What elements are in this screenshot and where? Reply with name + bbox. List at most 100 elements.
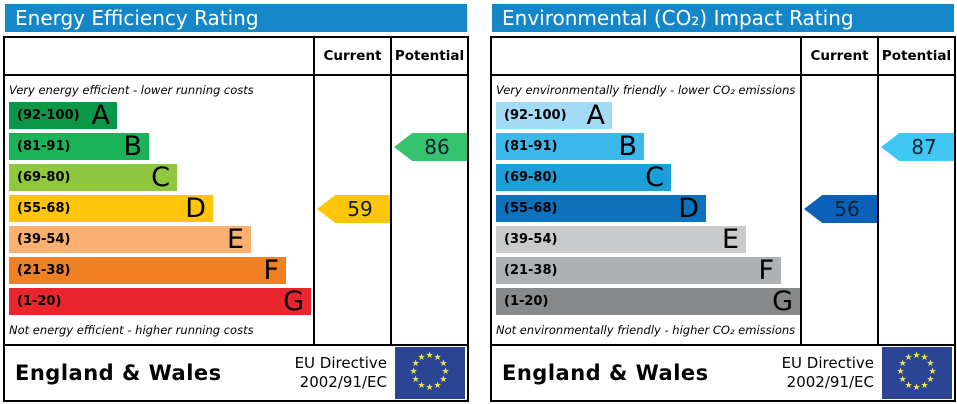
current-column: 56	[800, 76, 877, 344]
header-spacer	[5, 38, 313, 74]
current-rating-arrow: 59	[317, 195, 390, 223]
eu-star-icon: ★	[926, 375, 935, 385]
band-row-c: (69-80) C	[9, 164, 313, 195]
eu-star-icon: ★	[411, 375, 420, 385]
co2-rating-table: Current Potential Very environmentally f…	[490, 36, 956, 402]
band-letter: C	[645, 162, 664, 193]
eu-directive-label: EU Directive 2002/91/EC	[781, 354, 874, 391]
band-range-label: (55-68)	[504, 201, 558, 216]
eu-star-icon: ★	[439, 375, 448, 385]
eu-star-icon: ★	[439, 359, 448, 369]
bands-area: Very environmentally friendly - lower CO…	[492, 76, 800, 344]
page-title: Environmental (CO₂) Impact Rating	[492, 4, 954, 32]
band-row-g: (1-20) G	[9, 288, 313, 319]
current-rating-value: 56	[834, 197, 860, 221]
band-letter: G	[283, 286, 304, 317]
eu-star-icon: ★	[425, 383, 434, 393]
current-rating-arrow: 56	[804, 195, 877, 223]
potential-rating-arrow: 86	[394, 133, 467, 161]
header-spacer	[492, 38, 800, 74]
band-row-d: (55-68) D	[496, 195, 800, 226]
potential-rating-value: 86	[424, 135, 450, 159]
band-letter: G	[772, 286, 793, 317]
band-letter: C	[151, 162, 170, 193]
band-range-label: (55-68)	[17, 201, 71, 216]
band-letter: E	[721, 224, 739, 255]
band-row-f: (21-38) F	[9, 257, 313, 288]
eu-star-icon: ★	[433, 380, 442, 391]
eu-star-icon: ★	[898, 375, 907, 385]
band-b-bar: (81-91) B	[496, 133, 644, 160]
eu-star-icon: ★	[912, 351, 921, 361]
eu-star-icon: ★	[912, 383, 921, 393]
band-b-bar: (81-91) B	[9, 133, 149, 160]
potential-column-header: Potential	[390, 38, 467, 74]
band-letter: F	[758, 255, 774, 286]
table-footer: England & Wales EU Directive 2002/91/EC …	[5, 344, 467, 400]
energy-rating-table: Current Potential Very energy efficient …	[3, 36, 469, 402]
band-range-label: (69-80)	[504, 170, 558, 185]
band-range-label: (69-80)	[17, 170, 71, 185]
potential-column: 86	[390, 76, 467, 344]
band-a-bar: (92-100) A	[496, 102, 612, 129]
band-range-label: (81-91)	[504, 139, 558, 154]
potential-column: 87	[877, 76, 954, 344]
eu-star-icon: ★	[904, 353, 913, 364]
potential-column-header: Potential	[877, 38, 954, 74]
band-g-bar: (1-20) G	[9, 288, 311, 315]
band-letter: D	[678, 193, 699, 224]
band-f-bar: (21-38) F	[496, 257, 781, 284]
environmental-impact-panel: Environmental (CO₂) Impact Rating Curren…	[490, 4, 956, 402]
current-column-header: Current	[313, 38, 390, 74]
band-d-bar: (55-68) D	[9, 195, 213, 222]
eu-star-icon: ★	[898, 359, 907, 369]
eu-star-icon: ★	[441, 367, 450, 377]
band-c-bar: (69-80) C	[496, 164, 671, 191]
band-row-e: (39-54) E	[496, 226, 800, 257]
band-row-g: (1-20) G	[496, 288, 800, 319]
band-range-label: (92-100)	[504, 108, 567, 123]
band-letter: D	[185, 193, 206, 224]
eu-star-icon: ★	[920, 380, 929, 391]
eu-flag-icon: ★ ★ ★ ★ ★ ★ ★ ★ ★ ★ ★ ★	[395, 347, 465, 399]
region-label: England & Wales	[502, 361, 709, 385]
band-row-a: (92-100) A	[496, 102, 800, 133]
band-range-label: (21-38)	[504, 263, 558, 278]
eu-star-icon: ★	[425, 351, 434, 361]
eu-directive-label: EU Directive 2002/91/EC	[294, 354, 387, 391]
eu-star-icon: ★	[926, 359, 935, 369]
band-row-c: (69-80) C	[496, 164, 800, 195]
band-row-d: (55-68) D	[9, 195, 313, 226]
current-column: 59	[313, 76, 390, 344]
table-body: Very energy efficient - lower running co…	[5, 76, 467, 344]
band-f-bar: (21-38) F	[9, 257, 286, 284]
energy-efficiency-panel: Energy Efficiency Rating Current Potenti…	[3, 4, 469, 402]
table-header: Current Potential	[492, 38, 954, 76]
band-c-bar: (69-80) C	[9, 164, 177, 191]
eu-star-icon: ★	[417, 353, 426, 364]
band-range-label: (1-20)	[17, 294, 62, 309]
eu-star-icon: ★	[433, 353, 442, 364]
potential-rating-arrow: 87	[881, 133, 954, 161]
band-letter: B	[618, 131, 637, 162]
band-row-e: (39-54) E	[9, 226, 313, 257]
band-range-label: (92-100)	[17, 108, 80, 123]
table-footer: England & Wales EU Directive 2002/91/EC …	[492, 344, 954, 400]
band-d-bar: (55-68) D	[496, 195, 706, 222]
eu-star-icon: ★	[409, 367, 418, 377]
band-row-b: (81-91) B	[496, 133, 800, 164]
band-g-bar: (1-20) G	[496, 288, 800, 315]
region-label: England & Wales	[15, 361, 222, 385]
eu-star-icon: ★	[417, 380, 426, 391]
eu-star-icon: ★	[928, 367, 937, 377]
band-range-label: (39-54)	[17, 232, 71, 247]
band-letter: F	[263, 255, 279, 286]
table-header: Current Potential	[5, 38, 467, 76]
band-e-bar: (39-54) E	[9, 226, 251, 253]
band-range-label: (81-91)	[17, 139, 71, 154]
top-caption: Very energy efficient - lower running co…	[9, 83, 254, 97]
table-body: Very environmentally friendly - lower CO…	[492, 76, 954, 344]
bands-area: Very energy efficient - lower running co…	[5, 76, 313, 344]
bottom-caption: Not environmentally friendly - higher CO…	[496, 323, 796, 337]
